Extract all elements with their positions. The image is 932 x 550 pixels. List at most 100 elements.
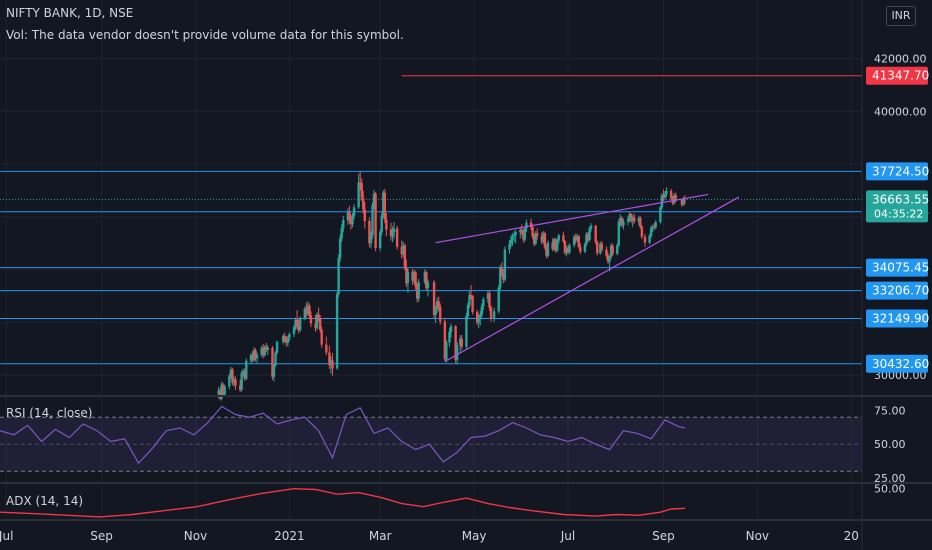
candle[interactable] xyxy=(552,237,556,251)
price-level-badge[interactable] xyxy=(866,281,928,300)
candle[interactable] xyxy=(565,245,568,257)
candle[interactable] xyxy=(503,246,507,282)
candle[interactable] xyxy=(479,310,482,326)
candle[interactable] xyxy=(371,202,374,240)
candle[interactable] xyxy=(617,218,620,247)
candle[interactable] xyxy=(383,188,387,224)
candle[interactable] xyxy=(589,223,593,232)
candle[interactable] xyxy=(303,306,306,321)
candle[interactable] xyxy=(249,353,253,365)
candle[interactable] xyxy=(317,307,320,322)
candle[interactable] xyxy=(659,205,662,224)
candle[interactable] xyxy=(680,198,684,207)
candle[interactable] xyxy=(338,234,342,262)
candle[interactable] xyxy=(426,279,430,297)
adx-legend[interactable]: ADX (14, 14) xyxy=(6,494,84,508)
candle[interactable] xyxy=(271,346,274,380)
candle[interactable] xyxy=(643,233,647,247)
candle[interactable] xyxy=(626,215,630,226)
candle[interactable] xyxy=(489,305,493,322)
candle[interactable] xyxy=(346,208,350,225)
candle[interactable] xyxy=(309,311,313,328)
candle[interactable] xyxy=(240,370,243,392)
candle[interactable] xyxy=(234,376,237,390)
candle[interactable] xyxy=(415,282,419,303)
candle[interactable] xyxy=(262,344,265,359)
candle[interactable] xyxy=(340,224,343,242)
candle[interactable] xyxy=(351,213,354,228)
candle[interactable] xyxy=(358,171,362,191)
candle[interactable] xyxy=(639,216,642,229)
candle[interactable] xyxy=(531,224,534,240)
candle[interactable] xyxy=(556,238,559,253)
candle[interactable] xyxy=(542,231,545,244)
candle[interactable] xyxy=(255,352,259,365)
candle[interactable] xyxy=(220,381,223,401)
trendline[interactable] xyxy=(444,196,740,363)
candle[interactable] xyxy=(331,353,334,376)
candle[interactable] xyxy=(328,345,331,369)
candle[interactable] xyxy=(475,309,479,326)
candle[interactable] xyxy=(660,193,664,210)
candle[interactable] xyxy=(379,229,382,252)
candle[interactable] xyxy=(414,270,417,290)
currency-button[interactable]: INR xyxy=(886,6,916,26)
candle[interactable] xyxy=(275,340,279,355)
candle[interactable] xyxy=(576,233,579,243)
candle[interactable] xyxy=(223,384,226,397)
candle[interactable] xyxy=(545,244,548,259)
candle[interactable] xyxy=(434,306,437,323)
candle[interactable] xyxy=(337,254,340,298)
candle[interactable] xyxy=(403,243,407,271)
candle[interactable] xyxy=(448,328,451,347)
candle[interactable] xyxy=(348,205,351,224)
candle[interactable] xyxy=(551,238,554,252)
candle[interactable] xyxy=(245,358,248,380)
candle[interactable] xyxy=(486,290,490,303)
candle[interactable] xyxy=(294,317,297,331)
candle[interactable] xyxy=(400,240,403,259)
candle[interactable] xyxy=(509,234,513,247)
candle[interactable] xyxy=(632,213,636,224)
candle[interactable] xyxy=(629,213,633,224)
candle[interactable] xyxy=(554,237,557,253)
candle[interactable] xyxy=(628,211,631,223)
price-level-badge[interactable] xyxy=(866,354,928,373)
candle[interactable] xyxy=(619,214,622,227)
candle[interactable] xyxy=(306,301,310,317)
candle[interactable] xyxy=(673,193,676,205)
candle[interactable] xyxy=(477,313,480,329)
candle[interactable] xyxy=(459,335,462,354)
candle[interactable] xyxy=(500,262,504,277)
candle[interactable] xyxy=(631,215,634,227)
rsi-line[interactable] xyxy=(0,405,686,465)
candle[interactable] xyxy=(432,280,436,319)
candle[interactable] xyxy=(574,233,577,244)
candle[interactable] xyxy=(502,269,505,284)
candle[interactable] xyxy=(352,204,356,220)
candle[interactable] xyxy=(369,231,373,249)
candle[interactable] xyxy=(662,189,665,202)
candle[interactable] xyxy=(651,224,654,233)
candle[interactable] xyxy=(620,216,624,228)
candle[interactable] xyxy=(295,310,299,330)
candle[interactable] xyxy=(342,215,345,233)
candle[interactable] xyxy=(520,224,524,236)
candle[interactable] xyxy=(460,335,463,350)
candle[interactable] xyxy=(482,297,485,311)
candle[interactable] xyxy=(669,188,673,200)
candle[interactable] xyxy=(286,335,290,347)
candle[interactable] xyxy=(606,252,610,264)
candle[interactable] xyxy=(229,366,233,379)
candle[interactable] xyxy=(260,345,263,357)
candle[interactable] xyxy=(523,225,527,242)
candle[interactable] xyxy=(640,225,644,240)
candle[interactable] xyxy=(389,222,393,241)
candle[interactable] xyxy=(357,173,360,209)
candle[interactable] xyxy=(368,217,371,248)
candle[interactable] xyxy=(325,336,328,356)
candle[interactable] xyxy=(349,214,353,230)
rsi-legend[interactable]: RSI (14, close) xyxy=(6,406,93,420)
candle[interactable] xyxy=(599,241,602,255)
